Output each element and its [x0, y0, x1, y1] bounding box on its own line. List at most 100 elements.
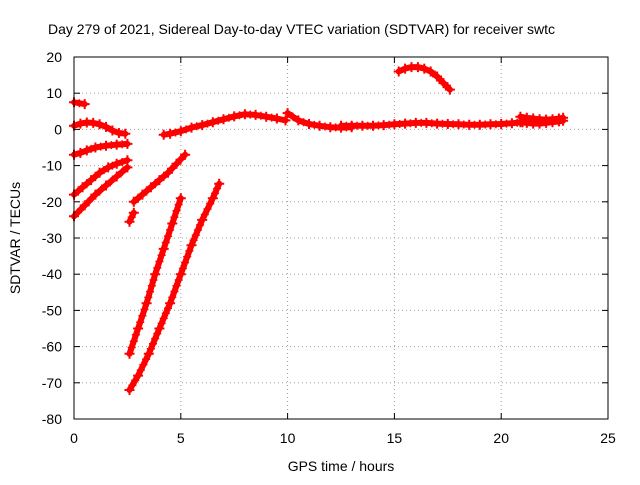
plus-marker: [288, 112, 297, 121]
data-point: [124, 385, 135, 395]
plus-marker: [192, 122, 201, 131]
plus-marker: [151, 334, 160, 343]
data-point: [141, 298, 152, 309]
data-point: [171, 158, 182, 169]
y-tick-label: -50: [42, 302, 62, 318]
plus-marker: [183, 252, 192, 261]
plus-marker: [147, 281, 156, 290]
data-point: [214, 178, 225, 189]
data-point: [304, 119, 314, 129]
data-point: [81, 145, 92, 156]
x-tick-label: 5: [177, 430, 185, 446]
plus-marker: [136, 318, 145, 327]
x-tick-label: 10: [280, 430, 296, 446]
x-tick-label: 20: [493, 430, 509, 446]
plus-marker: [157, 251, 166, 260]
data-point: [120, 128, 131, 139]
data-point: [282, 108, 293, 119]
plus-marker: [182, 125, 191, 134]
plus-marker: [299, 118, 308, 127]
plus-marker: [129, 337, 138, 346]
data-point: [154, 323, 165, 334]
plus-marker: [131, 330, 140, 339]
data-point: [180, 149, 191, 160]
data-point: [86, 175, 97, 186]
data-point: [444, 84, 455, 95]
plus-marker: [142, 355, 151, 364]
plus-marker: [161, 309, 170, 318]
data-point: [150, 269, 161, 280]
data-point: [410, 117, 421, 128]
data-point: [103, 162, 114, 173]
data-point: [88, 117, 99, 128]
series-arc-8: [124, 193, 186, 359]
data-point: [336, 120, 346, 131]
y-tick-label: -70: [42, 375, 62, 391]
data-point: [133, 323, 144, 334]
data-point: [94, 167, 105, 178]
y-axis-label: SDTVAR / TECUs: [7, 182, 23, 294]
data-point: [218, 114, 229, 125]
data-point: [111, 158, 122, 169]
data-point: [143, 348, 154, 359]
data-point: [101, 180, 111, 191]
plus-marker: [136, 366, 145, 375]
data-point: [412, 62, 423, 73]
x-axis-label: GPS time / hours: [288, 458, 395, 474]
plus-marker: [206, 199, 215, 208]
data-point: [314, 120, 325, 131]
plus-marker: [168, 164, 177, 173]
data-point: [79, 200, 90, 211]
data-point: [154, 175, 165, 186]
series-arc-3: [69, 138, 133, 160]
data-point: [158, 129, 169, 140]
data-point: [325, 122, 336, 133]
plus-marker: [140, 305, 149, 314]
plus-marker: [168, 293, 177, 302]
plus-marker: [153, 263, 162, 272]
data-point: [175, 193, 186, 204]
data-point: [128, 207, 139, 218]
plus-marker: [200, 210, 209, 219]
data-point: [122, 138, 133, 149]
plus-marker: [149, 276, 158, 284]
data-point: [207, 193, 218, 204]
data-point: [432, 71, 443, 82]
y-tick-label: 0: [54, 121, 62, 137]
data-point: [94, 119, 105, 130]
data-point: [75, 147, 86, 158]
data-point: [145, 182, 156, 193]
data-point: [186, 122, 197, 133]
plus-marker: [87, 144, 96, 153]
data-point: [197, 214, 208, 225]
plus-marker: [171, 128, 180, 137]
plus-marker: [191, 231, 200, 240]
data-point: [111, 171, 122, 182]
plus-marker: [203, 205, 212, 213]
series-arc-5: [69, 162, 133, 222]
y-tick-label: -30: [42, 230, 62, 246]
series-arc-2: [69, 117, 131, 139]
plus-marker: [174, 200, 183, 209]
y-tick-label: 20: [46, 49, 62, 65]
data-point: [558, 115, 569, 126]
data-point: [165, 298, 176, 309]
plus-marker: [203, 119, 212, 128]
data-point: [90, 142, 101, 153]
x-tick-label: 15: [387, 430, 403, 446]
plus-marker: [181, 258, 190, 267]
data-point: [122, 162, 133, 173]
plus-marker: [161, 238, 170, 247]
plus-marker: [155, 257, 164, 266]
data-point: [175, 269, 186, 280]
data-point: [421, 117, 432, 128]
plus-marker: [224, 113, 233, 122]
y-tick-label: -10: [42, 158, 62, 174]
plus-marker: [118, 158, 127, 166]
plus-marker: [157, 319, 166, 328]
data-point: [438, 78, 449, 89]
plus-marker: [174, 276, 183, 284]
plus-marker: [153, 329, 162, 338]
data-point: [425, 66, 436, 77]
